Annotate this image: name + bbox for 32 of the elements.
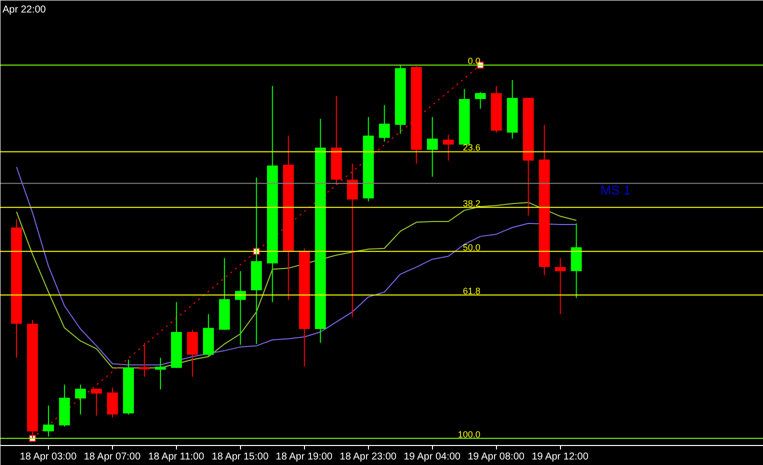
- annotation: 0.0: [468, 56, 480, 66]
- candlestick: [346, 163, 358, 318]
- x-tick-label: 18 Apr 23:00: [340, 452, 397, 462]
- candlestick: [554, 258, 566, 315]
- annotation: 50.0: [462, 242, 480, 252]
- annotation: 23.6: [462, 142, 480, 153]
- candlestick: [139, 342, 150, 378]
- candlestick: [43, 405, 54, 438]
- ref-line-label: MS 1: [600, 182, 631, 198]
- candlestick: [107, 387, 118, 418]
- x-tick-label: 19 Apr 08:00: [468, 452, 525, 462]
- candlestick: [426, 116, 438, 178]
- annotation: 61.8: [462, 286, 480, 296]
- candlestick: [235, 270, 246, 346]
- annotation: 100.0: [458, 429, 480, 440]
- annotation: 38.2: [462, 198, 480, 208]
- text: Apr 22:00: [2, 4, 46, 16]
- candlestick: [75, 384, 86, 416]
- candlestick: [378, 104, 390, 142]
- candlestick: [155, 357, 166, 390]
- x-tick-label: 18 Apr 03:00: [20, 452, 78, 462]
- x-tick-label: 19 Apr 12:00: [532, 452, 589, 462]
- x-tick-label: 18 Apr 15:00: [212, 452, 269, 462]
- candlestick: [442, 134, 454, 162]
- x-tick-label: 19 Apr 04:00: [404, 452, 461, 462]
- candlestick: [474, 91, 486, 110]
- x-tick-label: 18 Apr 11:00: [148, 452, 205, 462]
- candlestick: [187, 329, 198, 378]
- candlestick: [91, 388, 102, 416]
- x-tick-label: 18 Apr 07:00: [84, 452, 141, 462]
- x-tick-label: 18 Apr 19:00: [276, 452, 333, 462]
- candlestick: [570, 222, 582, 299]
